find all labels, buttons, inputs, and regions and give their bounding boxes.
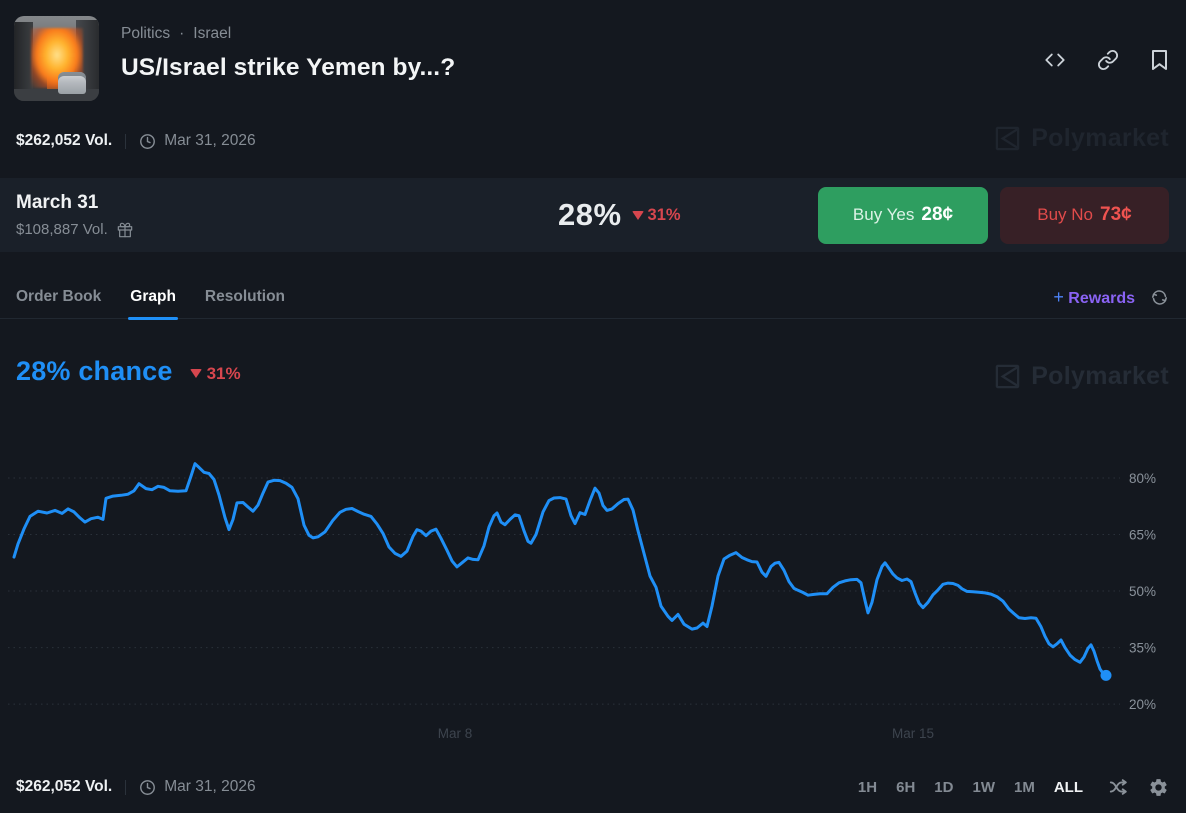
- page-title: US/Israel strike Yemen by...?: [121, 54, 456, 81]
- end-date: Mar 31, 2026: [164, 132, 256, 149]
- tab-bar: Order Book Graph Resolution + Rewards: [0, 276, 1186, 320]
- arrow-down-icon: [189, 369, 202, 378]
- buy-no-price: 73¢: [1100, 204, 1132, 225]
- divider: [125, 779, 127, 795]
- price-chart[interactable]: 80% 65% 50% 35% 20% Mar 8 Mar 15: [0, 425, 1186, 755]
- chance-header: 28% chance 31%: [16, 356, 241, 387]
- breadcrumb-tag[interactable]: Israel: [193, 25, 232, 42]
- chance-change: 31%: [189, 364, 241, 384]
- plus-icon: +: [1053, 286, 1064, 307]
- divider: [125, 133, 127, 149]
- buy-yes-price: 28¢: [921, 204, 954, 225]
- x-axis-label: Mar 15: [892, 726, 934, 741]
- buy-no-button[interactable]: Buy No 73¢: [1000, 186, 1169, 244]
- bookmark-icon[interactable]: [1150, 49, 1169, 71]
- buy-yes-label: Buy Yes: [852, 205, 915, 224]
- thumbnail-car: [58, 72, 86, 94]
- rewards-link[interactable]: + Rewards: [1053, 287, 1169, 308]
- arrow-down-icon: [631, 210, 644, 220]
- brand-watermark-chart: Polymarket: [994, 362, 1169, 391]
- outcome-volume: $108,887 Vol.: [16, 221, 108, 238]
- breadcrumb-category[interactable]: Politics: [121, 25, 171, 42]
- breadcrumb: Politics · Israel: [121, 25, 455, 43]
- settings-gear-icon[interactable]: [1148, 777, 1169, 798]
- y-axis-label: 20%: [1129, 697, 1156, 712]
- price-line: [12, 462, 1108, 677]
- y-axis-label: 50%: [1129, 584, 1156, 599]
- breadcrumb-separator: ·: [179, 25, 185, 42]
- price-end-dot: [1100, 669, 1112, 681]
- gift-icon[interactable]: [117, 222, 133, 238]
- range-1d[interactable]: 1D: [934, 778, 954, 796]
- range-1h[interactable]: 1H: [857, 778, 878, 796]
- outcome-price: 28%: [558, 197, 622, 232]
- brand-watermark-top: Polymarket: [994, 124, 1169, 153]
- polymarket-logo-icon: [994, 125, 1021, 152]
- stats-row: $262,052 Vol. Mar 31, 2026: [16, 132, 256, 150]
- polymarket-logo-icon: [994, 363, 1021, 390]
- copy-link-icon[interactable]: [1097, 49, 1119, 71]
- thumbnail-road: [14, 89, 99, 101]
- embed-code-icon[interactable]: [1044, 49, 1066, 71]
- y-axis-label: 35%: [1129, 641, 1156, 656]
- chance-value: 28% chance: [16, 356, 173, 386]
- buy-yes-button[interactable]: Buy Yes 28¢: [818, 186, 988, 244]
- y-axis-label: 65%: [1129, 528, 1156, 543]
- clock-icon: [139, 133, 156, 150]
- range-1m[interactable]: 1M: [1013, 778, 1035, 796]
- tab-graph[interactable]: Graph: [128, 276, 178, 320]
- rewards-label: Rewards: [1068, 289, 1135, 307]
- brand-name: Polymarket: [1031, 362, 1169, 390]
- total-volume: $262,052 Vol.: [16, 132, 113, 149]
- range-6h[interactable]: 6H: [896, 778, 916, 796]
- refresh-icon[interactable]: [1150, 288, 1169, 307]
- compare-shuffle-icon[interactable]: [1108, 776, 1130, 798]
- market-thumbnail: [14, 16, 99, 101]
- clock-icon: [139, 779, 156, 796]
- thumbnail-building-left: [14, 22, 33, 101]
- range-all[interactable]: ALL: [1053, 778, 1083, 796]
- end-date: Mar 31, 2026: [164, 778, 256, 795]
- brand-name: Polymarket: [1031, 124, 1169, 152]
- outcome-name: March 31: [16, 192, 99, 213]
- outcome-row: March 31 $108,887 Vol. 28% 31% Buy Yes 2…: [0, 178, 1186, 252]
- x-axis-label: Mar 8: [438, 726, 473, 741]
- buy-no-label: Buy No: [1037, 205, 1094, 224]
- chart-footer: $262,052 Vol. Mar 31, 2026 1H 6H 1D 1W 1…: [0, 761, 1186, 813]
- price-chart-svg[interactable]: 80% 65% 50% 35% 20% Mar 8 Mar 15: [0, 425, 1186, 755]
- price-change: 31%: [631, 206, 681, 225]
- tab-order-book[interactable]: Order Book: [16, 288, 102, 305]
- y-axis-label: 80%: [1129, 471, 1156, 486]
- range-1w[interactable]: 1W: [972, 778, 995, 796]
- total-volume: $262,052 Vol.: [16, 778, 113, 795]
- market-header: Politics · Israel US/Israel strike Yemen…: [14, 16, 1169, 101]
- tab-resolution[interactable]: Resolution: [204, 288, 286, 305]
